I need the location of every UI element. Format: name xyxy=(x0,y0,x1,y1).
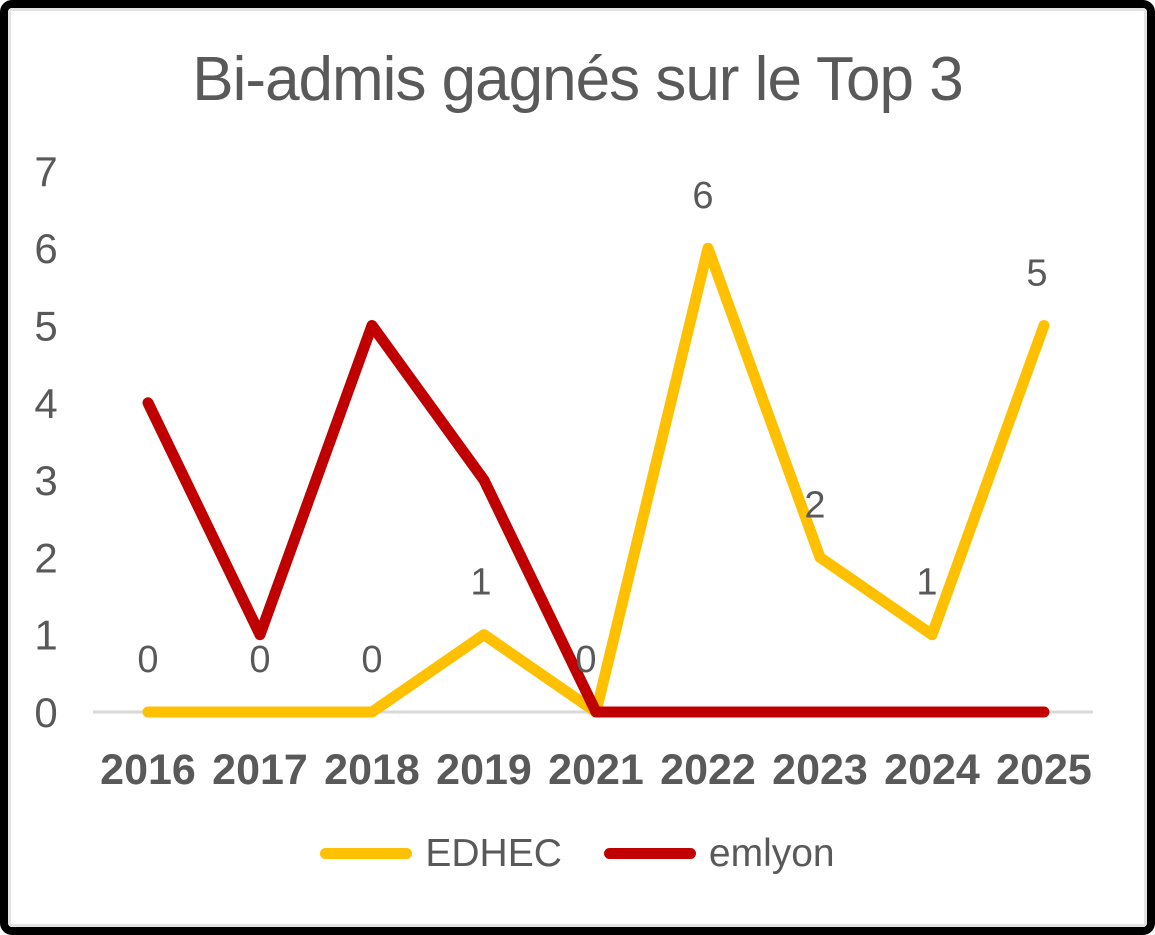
emlyon-legend-line-swatch xyxy=(603,848,696,859)
y-axis-tick-label: 2 xyxy=(34,534,57,581)
edhec-legend-label: EDHEC xyxy=(425,832,562,875)
emlyon-legend-label: emlyon xyxy=(708,832,835,875)
y-axis-tick-label: 0 xyxy=(34,689,57,736)
x-axis-category-label: 2019 xyxy=(436,746,532,794)
y-axis-tick-label: 6 xyxy=(34,225,57,272)
legend: EDHEC emlyon xyxy=(8,834,1147,873)
x-axis-category-label: 2018 xyxy=(324,746,420,794)
x-axis-category-label: 2023 xyxy=(772,746,868,794)
edhec-data-label: 2 xyxy=(804,484,825,526)
y-axis-tick-label: 7 xyxy=(34,148,57,195)
x-axis-category-label: 2016 xyxy=(100,746,196,794)
x-axis-category-label: 2021 xyxy=(548,746,644,794)
legend-item-emlyon: emlyon xyxy=(603,832,835,875)
x-axis-category-label: 2017 xyxy=(212,746,308,794)
y-axis-tick-label: 1 xyxy=(34,612,57,659)
edhec-data-label: 5 xyxy=(1026,253,1047,295)
x-axis-category-label: 2025 xyxy=(996,746,1092,794)
edhec-legend-line-swatch xyxy=(320,848,413,859)
edhec-data-label: 1 xyxy=(916,562,937,604)
edhec-data-label: 1 xyxy=(470,562,491,604)
y-axis-tick-label: 4 xyxy=(34,380,57,427)
edhec-data-label: 0 xyxy=(361,639,382,681)
y-axis-tick-label: 5 xyxy=(34,303,57,350)
edhec-data-label: 0 xyxy=(249,639,270,681)
legend-item-edhec: EDHEC xyxy=(320,834,562,873)
emlyon-series-line xyxy=(142,320,1050,718)
chart-title: Bi-admis gagnés sur le Top 3 xyxy=(192,45,963,114)
edhec-data-label: 6 xyxy=(692,175,713,217)
y-axis-tick-label: 3 xyxy=(34,457,57,504)
edhec-data-label: 0 xyxy=(575,639,596,681)
edhec-data-label: 0 xyxy=(137,639,158,681)
x-axis-category-label: 2022 xyxy=(660,746,756,794)
x-axis-category-label: 2024 xyxy=(884,746,980,794)
